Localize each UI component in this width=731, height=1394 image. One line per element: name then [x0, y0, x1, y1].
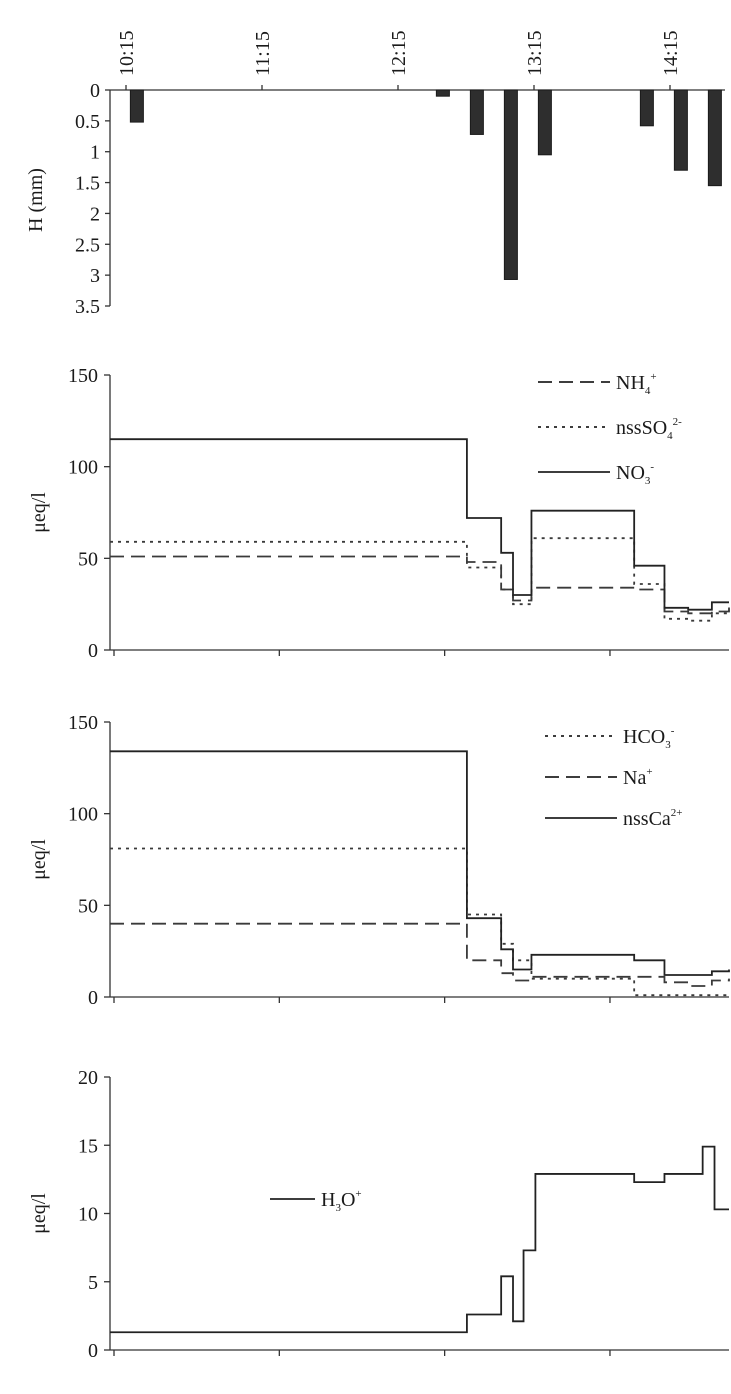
- y-tick-label: 0: [88, 1340, 98, 1362]
- series-line-nssso42: [110, 537, 730, 622]
- y-tick-label: 1.5: [75, 173, 100, 195]
- y-tick-label: 2.5: [75, 234, 100, 256]
- y-tick-label: 100: [68, 457, 98, 479]
- y-axis-title: μeq/l: [28, 1193, 50, 1234]
- y-axis-title: H (mm): [25, 168, 47, 232]
- series-line-nh4: [110, 555, 730, 615]
- nh4-so4-no3-panel: 0 50 100 150 μeq/l NH4+ nssSO42- NO3-: [28, 365, 730, 662]
- rainfall-bar: [673, 89, 688, 171]
- hco3-na-ca-panel: 0 50 100 150 μeq/l HCO3- Na+ nssCa2+: [28, 712, 730, 1009]
- y-axis-title: μeq/l: [28, 839, 50, 880]
- y-tick-label: 15: [78, 1135, 98, 1157]
- y-tick-label: 20: [78, 1067, 98, 1089]
- legend-label-no3: NO3-: [616, 461, 654, 487]
- y-tick-label: 50: [78, 548, 98, 570]
- y-tick-label: 3: [90, 265, 100, 287]
- y-tick-label: 1: [90, 142, 100, 164]
- y-tick-label: 150: [68, 365, 98, 387]
- rainfall-bar: [639, 89, 654, 127]
- y-tick-label: 0: [88, 987, 98, 1009]
- y-axis-title: μeq/l: [28, 492, 50, 533]
- y-tick-label: 0: [90, 80, 100, 102]
- y-tick-label: 2: [90, 203, 100, 225]
- rainfall-depth-panel: 0 0.5 1 1.5 2 2.5 3 3.5 10:15 11:15 12:15 13:15 14:1…: [25, 30, 725, 318]
- rainfall-bar: [537, 89, 552, 156]
- rainfall-bar: [129, 89, 144, 123]
- legend-label-hco3: HCO3-: [623, 725, 675, 751]
- y-tick-label: 5: [88, 1272, 98, 1294]
- series-line-na: [110, 922, 730, 987]
- rainfall-bar: [435, 89, 450, 97]
- x-time-label: 14:15: [660, 30, 682, 76]
- y-tick-label: 3.5: [75, 296, 100, 318]
- rainfall-bar: [503, 89, 518, 280]
- rainfall-bar: [469, 89, 484, 135]
- x-time-label: 13:15: [524, 30, 546, 76]
- series-line-nssca2: [110, 750, 730, 976]
- x-time-label: 10:15: [116, 30, 138, 76]
- y-tick-label: 50: [78, 895, 98, 917]
- legend-label-na: Na+: [623, 766, 653, 789]
- y-tick-label: 10: [78, 1204, 98, 1226]
- x-time-label: 11:15: [252, 31, 274, 76]
- x-time-label: 12:15: [388, 30, 410, 76]
- series-line-h3o: [110, 1145, 729, 1334]
- y-tick-label: 0: [88, 640, 98, 662]
- series-line-hco3: [110, 847, 729, 997]
- legend-label-nssso42: nssSO42-: [616, 416, 682, 442]
- series-line-no3: [110, 438, 729, 611]
- legend-label-nssca2: nssCa2+: [623, 807, 683, 830]
- y-tick-label: 0.5: [75, 111, 100, 133]
- legend-label-h3o: H3O+: [321, 1188, 362, 1214]
- rainfall-bar: [707, 89, 722, 187]
- y-tick-label: 100: [68, 804, 98, 826]
- h3o-panel: 0 5 10 15 20 μeq/l H3O+: [28, 1067, 729, 1362]
- legend-label-nh4: NH4+: [616, 371, 657, 397]
- y-tick-label: 150: [68, 712, 98, 734]
